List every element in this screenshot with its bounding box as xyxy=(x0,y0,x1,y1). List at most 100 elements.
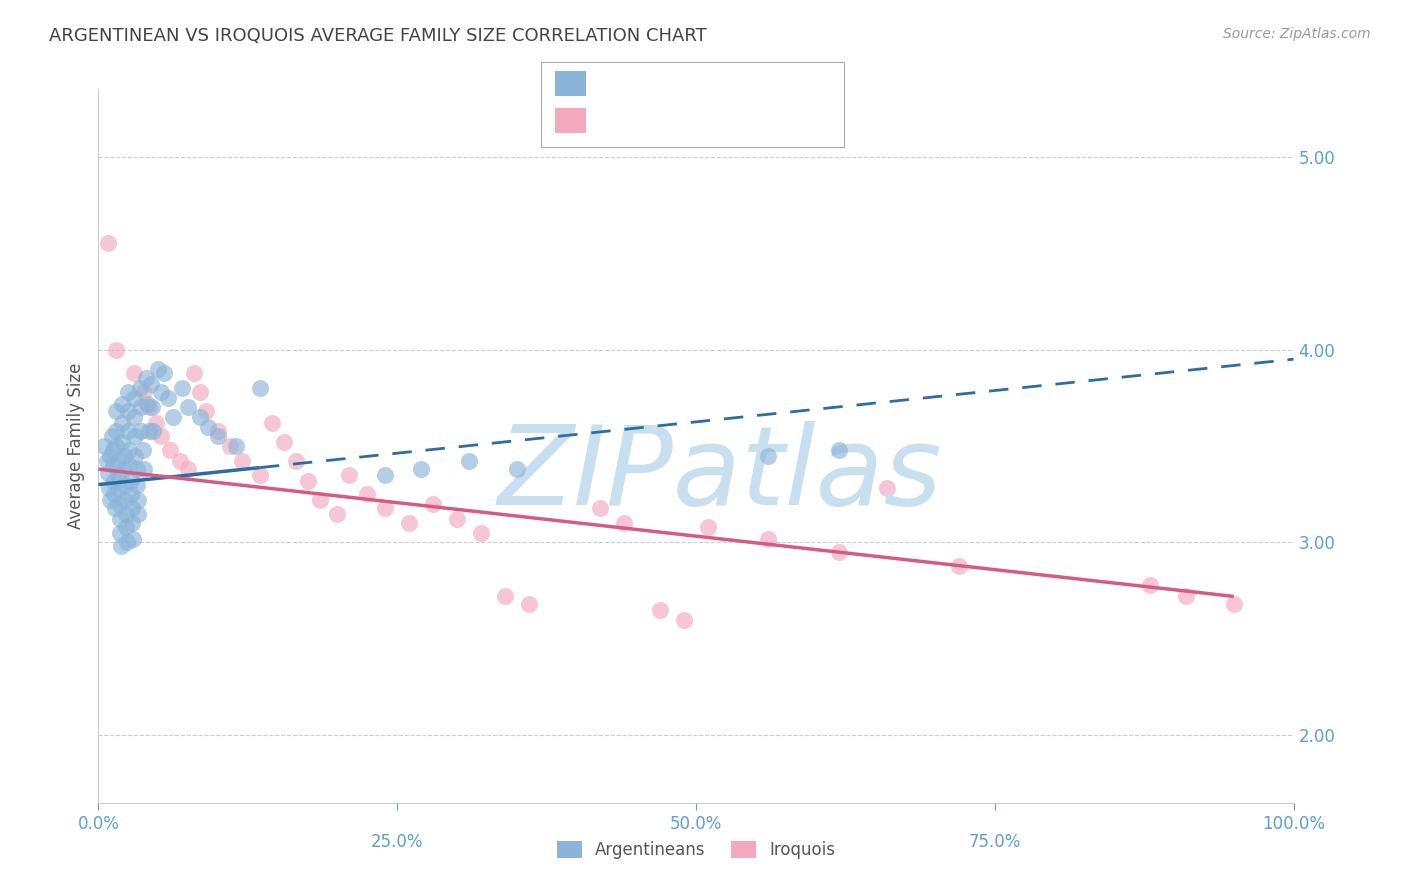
Point xyxy=(114,477,136,491)
Point xyxy=(121,516,143,530)
Point xyxy=(100,429,122,443)
Point xyxy=(107,454,129,468)
Point xyxy=(1223,597,1246,611)
Point xyxy=(105,439,128,453)
Point xyxy=(876,482,898,496)
Point xyxy=(273,435,295,450)
Text: R = -0.258: R = -0.258 xyxy=(595,112,683,129)
Point xyxy=(374,500,396,515)
Point xyxy=(105,404,128,418)
Point xyxy=(169,454,191,468)
Point xyxy=(308,493,330,508)
Text: N = 78: N = 78 xyxy=(724,75,786,93)
Point xyxy=(1139,578,1161,592)
Point xyxy=(132,384,155,399)
Point xyxy=(398,516,420,530)
Text: 25.0%: 25.0% xyxy=(371,833,423,851)
Point xyxy=(153,366,176,380)
Point xyxy=(197,419,219,434)
Point xyxy=(131,424,153,438)
Point xyxy=(207,424,229,438)
Point xyxy=(828,545,851,559)
Point xyxy=(183,366,205,380)
Point xyxy=(219,439,242,453)
Point xyxy=(98,493,122,508)
Point xyxy=(112,462,135,476)
Point xyxy=(177,462,200,476)
Point xyxy=(120,474,142,488)
Point xyxy=(107,497,129,511)
Point xyxy=(115,507,138,521)
Point xyxy=(756,449,779,463)
Point xyxy=(162,410,184,425)
Point xyxy=(127,507,149,521)
Point xyxy=(93,439,115,453)
Point xyxy=(129,381,152,395)
Point xyxy=(326,507,349,521)
Point xyxy=(124,410,146,425)
Point xyxy=(97,466,120,480)
Point xyxy=(446,512,468,526)
Point xyxy=(297,474,319,488)
Point xyxy=(101,458,124,473)
Point xyxy=(118,442,141,457)
Point xyxy=(118,458,141,473)
Point xyxy=(114,493,136,508)
Point xyxy=(374,467,396,482)
Point xyxy=(132,462,155,476)
Point xyxy=(117,404,139,418)
Text: N = 44: N = 44 xyxy=(724,112,786,129)
Point xyxy=(136,396,159,410)
Point xyxy=(138,401,160,415)
Point xyxy=(613,516,636,530)
Point xyxy=(458,454,481,468)
Point xyxy=(115,535,138,549)
Point xyxy=(231,454,253,468)
Point xyxy=(470,525,492,540)
Point xyxy=(139,377,162,392)
Point xyxy=(589,500,612,515)
Point xyxy=(156,391,179,405)
Legend: Argentineans, Iroquois: Argentineans, Iroquois xyxy=(550,834,842,866)
Point xyxy=(284,454,307,468)
Point xyxy=(111,396,134,410)
Point xyxy=(122,532,145,546)
Point xyxy=(124,429,146,443)
Point xyxy=(225,439,247,453)
Point xyxy=(422,497,444,511)
Point xyxy=(149,384,172,399)
Point xyxy=(105,343,128,357)
Point xyxy=(339,467,361,482)
Point xyxy=(177,401,200,415)
Text: ZIPatlas: ZIPatlas xyxy=(498,421,942,528)
Point xyxy=(756,532,779,546)
Point xyxy=(159,442,181,457)
Point xyxy=(697,520,720,534)
Point xyxy=(506,462,529,476)
Point xyxy=(112,449,135,463)
Point xyxy=(188,410,211,425)
Point xyxy=(105,424,128,438)
Point xyxy=(356,487,378,501)
Point xyxy=(103,474,125,488)
Point xyxy=(107,482,129,496)
Point xyxy=(124,391,146,405)
Point xyxy=(121,500,143,515)
Point xyxy=(111,416,134,430)
Point xyxy=(97,236,120,251)
Point xyxy=(948,558,970,573)
Point xyxy=(125,477,148,491)
Point xyxy=(98,449,122,463)
Point xyxy=(103,487,125,501)
Point xyxy=(828,442,851,457)
Point xyxy=(108,525,131,540)
Text: Source: ZipAtlas.com: Source: ZipAtlas.com xyxy=(1223,27,1371,41)
Point xyxy=(131,401,153,415)
Point xyxy=(149,429,172,443)
Point xyxy=(1175,590,1198,604)
Point xyxy=(127,493,149,508)
Point xyxy=(249,467,271,482)
Point xyxy=(131,442,153,457)
Point xyxy=(494,590,516,604)
Point xyxy=(110,539,132,553)
